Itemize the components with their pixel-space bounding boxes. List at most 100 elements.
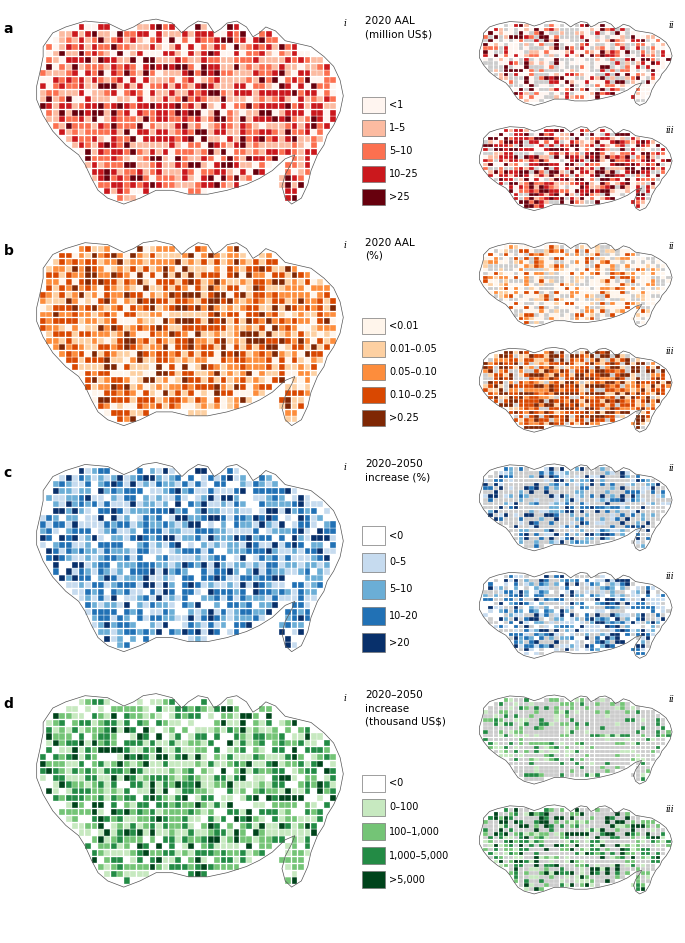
Bar <box>656 58 660 61</box>
Bar <box>92 38 97 43</box>
Bar <box>253 76 259 83</box>
Bar <box>503 392 508 395</box>
Bar <box>534 317 538 321</box>
Bar <box>595 753 599 757</box>
Bar <box>570 144 574 147</box>
Bar <box>549 39 554 42</box>
Bar <box>545 579 549 582</box>
Bar <box>605 152 610 155</box>
Bar <box>585 714 589 718</box>
Bar <box>247 109 252 115</box>
Bar <box>214 279 220 285</box>
Bar <box>636 518 640 521</box>
Bar <box>580 174 584 177</box>
Bar <box>266 830 272 835</box>
Bar <box>156 246 162 252</box>
Bar <box>104 136 110 141</box>
Bar <box>570 178 574 181</box>
Bar <box>124 788 129 794</box>
Bar <box>564 39 569 42</box>
Bar <box>240 706 246 712</box>
Bar <box>92 802 97 808</box>
Bar <box>560 529 564 533</box>
Bar <box>253 850 259 856</box>
Bar <box>509 27 513 31</box>
Bar <box>610 871 614 875</box>
Bar <box>53 555 59 561</box>
Bar <box>600 272 605 275</box>
Bar <box>488 726 493 730</box>
Bar <box>72 266 78 272</box>
Bar <box>247 609 252 615</box>
Bar <box>60 273 65 278</box>
Bar <box>519 129 523 132</box>
Bar <box>124 417 129 422</box>
Bar <box>292 502 297 507</box>
Bar <box>585 746 589 750</box>
Bar <box>585 648 589 652</box>
Bar <box>625 137 630 140</box>
Bar <box>636 726 640 730</box>
Bar <box>279 508 284 514</box>
Bar <box>298 822 304 829</box>
Bar <box>625 272 630 275</box>
Bar <box>539 609 544 613</box>
Bar <box>640 640 645 644</box>
Bar <box>564 816 569 819</box>
Bar <box>560 719 564 721</box>
Bar <box>560 133 564 136</box>
Bar <box>156 726 162 733</box>
Bar <box>585 525 589 528</box>
Bar <box>646 487 650 490</box>
Bar <box>227 481 233 488</box>
Bar <box>560 633 564 636</box>
Bar <box>575 855 580 859</box>
Bar <box>85 802 91 808</box>
Bar <box>564 156 569 158</box>
Bar <box>595 835 599 839</box>
Bar <box>175 521 182 527</box>
Bar <box>529 159 534 162</box>
Bar <box>524 321 529 324</box>
Bar <box>156 136 162 141</box>
Bar <box>549 494 554 498</box>
Bar <box>605 762 610 765</box>
Bar <box>590 370 595 372</box>
Bar <box>595 513 599 517</box>
Bar <box>514 298 519 302</box>
Bar <box>214 609 220 615</box>
Bar <box>298 515 304 521</box>
Bar <box>234 575 239 581</box>
Bar <box>636 362 640 365</box>
Bar <box>266 602 272 608</box>
Bar <box>503 253 508 256</box>
Bar <box>260 116 265 122</box>
Bar <box>580 260 584 264</box>
Bar <box>514 264 519 268</box>
Bar <box>539 144 544 147</box>
Bar <box>484 39 488 42</box>
Bar <box>488 587 493 589</box>
Bar <box>143 162 149 168</box>
Bar <box>524 706 529 710</box>
Bar <box>560 407 564 410</box>
Bar <box>92 541 97 548</box>
Text: >5,000: >5,000 <box>389 875 425 885</box>
Bar <box>149 468 155 473</box>
Bar <box>630 290 635 294</box>
Bar <box>600 605 605 609</box>
Bar <box>580 525 584 528</box>
Bar <box>201 338 207 343</box>
Bar <box>214 390 220 396</box>
Bar <box>234 162 239 168</box>
Bar <box>610 27 614 31</box>
Bar <box>590 868 595 871</box>
Bar <box>539 283 544 287</box>
Bar <box>305 64 310 70</box>
Bar <box>554 625 559 628</box>
Bar <box>661 498 666 502</box>
Bar <box>298 273 304 278</box>
Bar <box>509 373 513 376</box>
Bar <box>208 616 214 621</box>
Bar <box>188 535 194 541</box>
